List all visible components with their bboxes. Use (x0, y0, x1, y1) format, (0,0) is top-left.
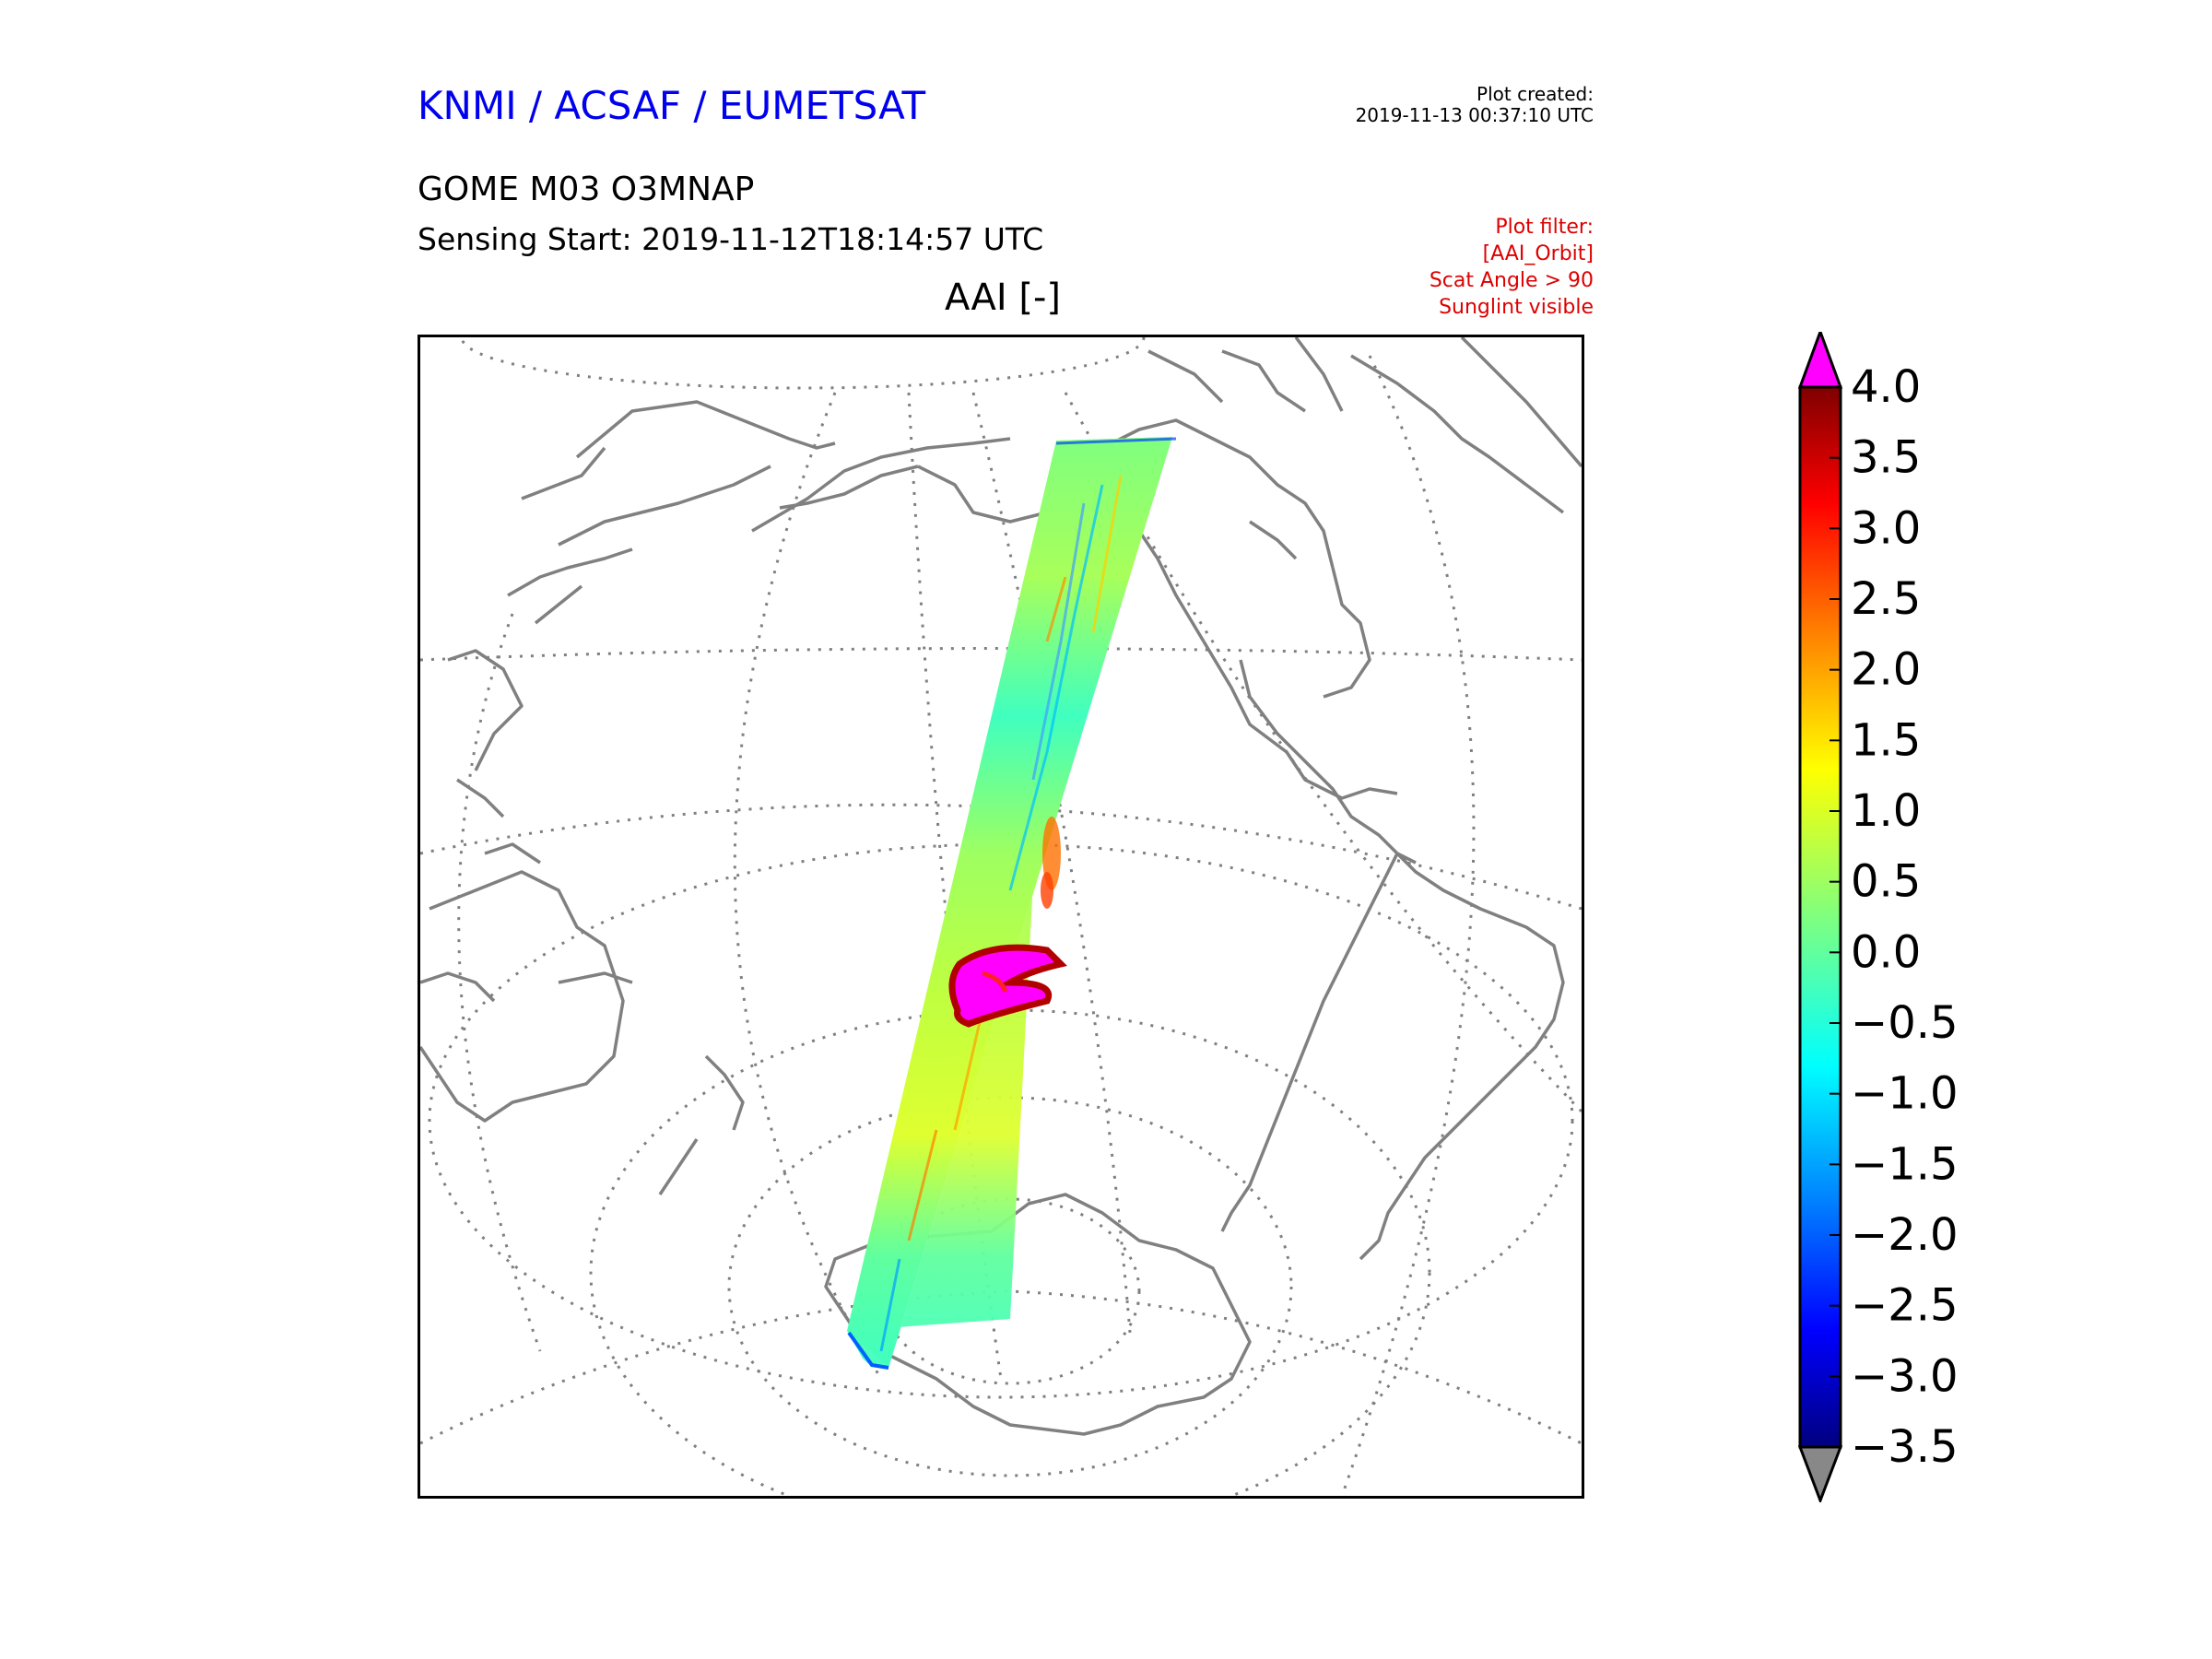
colorbar-tick-label: 3.5 (1851, 432, 1921, 484)
plot-filter-title: Plot filter: (1495, 216, 1594, 239)
colorbar-tick-label: 0.0 (1851, 926, 1921, 978)
map-canvas (420, 337, 1582, 1496)
plot-filter-scat-angle: Scat Angle > 90 (1429, 269, 1594, 292)
colorbar-tick-label: −2.0 (1851, 1209, 1959, 1261)
plot-filter-orbit: [AAI_Orbit] (1482, 242, 1594, 265)
colorbar-tick-label: −1.5 (1851, 1138, 1959, 1190)
colorbar-tick-label: 1.0 (1851, 785, 1921, 837)
colorbar-tick-label: 0.5 (1851, 856, 1921, 908)
colorbar-tick-label: −3.0 (1851, 1350, 1959, 1402)
colorbar-tick-label: −1.0 (1851, 1068, 1959, 1120)
plot-filter-sunglint: Sunglint visible (1439, 296, 1594, 319)
colorbar-tick-label: −0.5 (1851, 997, 1959, 1049)
plot-created-time: 2019-11-13 00:37:10 UTC (1355, 104, 1594, 126)
colorbar: 4.0 3.5 3.0 2.5 2.0 1.5 1.0 0.5 0.0 −0.5 −1.0 −1.5 −… (1797, 332, 1959, 1502)
colorbar-tick-label: 1.5 (1851, 714, 1921, 766)
colorbar-over-arrow (1797, 332, 1843, 389)
colorbar-ticks: 4.0 3.5 3.0 2.5 2.0 1.5 1.0 0.5 0.0 −0.5 −1.0 −1.5 −… (1830, 361, 1959, 1473)
colorbar-tick-label: 2.5 (1851, 573, 1921, 625)
sensing-start: Sensing Start: 2019-11-12T18:14:57 UTC (418, 221, 1044, 257)
colorbar-under-arrow (1797, 1445, 1843, 1502)
colorbar-tick-label: −2.5 (1851, 1280, 1959, 1332)
map-title: AAI [-] (945, 276, 1061, 319)
aai-swath (847, 437, 1177, 1370)
colorbar-tick-label: 4.0 (1851, 361, 1921, 413)
agency-title: KNMI / ACSAF / EUMETSAT (418, 83, 926, 128)
colorbar-tick-label: −3.5 (1851, 1421, 1959, 1473)
product-name: GOME M03 O3MNAP (418, 171, 755, 208)
colorbar-tick-label: 2.0 (1851, 644, 1921, 696)
colorbar-gradient (1798, 385, 1842, 1449)
colorbar-tick-label: 3.0 (1851, 502, 1921, 554)
plot-created-label: Plot created: (1477, 83, 1594, 105)
map-panel (418, 335, 1584, 1499)
